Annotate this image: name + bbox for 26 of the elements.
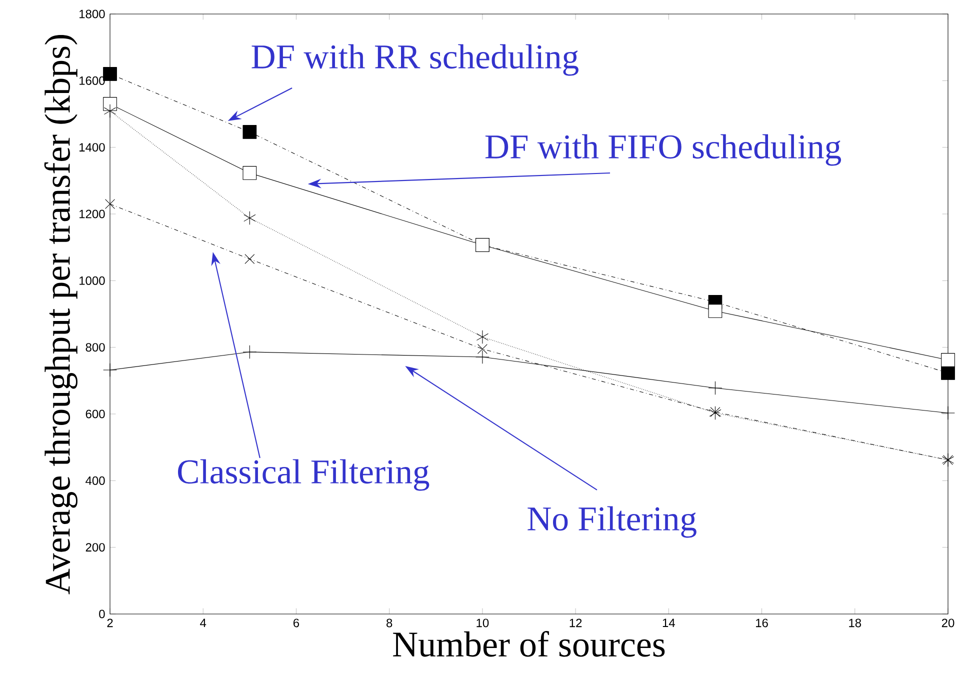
x-tick-label: 2 — [107, 618, 113, 628]
y-tick-label: 200 — [86, 543, 105, 552]
x-tick-label: 6 — [293, 618, 300, 628]
y-tick-label: 1400 — [80, 143, 105, 152]
x-axis-title: Number of sources — [393, 631, 665, 657]
y-tick-label: 400 — [86, 476, 105, 485]
x-tick-label: 8 — [386, 618, 392, 628]
annotation: No Filtering — [528, 506, 696, 538]
x-tick-label: 16 — [756, 618, 768, 628]
x-tick-label: 18 — [849, 618, 862, 628]
x-tick-label: 12 — [570, 618, 582, 628]
y-tick-label: 1600 — [80, 76, 105, 85]
y-tick-label: 0 — [99, 610, 105, 618]
x-tick-label: 4 — [200, 618, 206, 627]
y-tick-label: 1200 — [80, 210, 105, 218]
annotation: DF with FIFO scheduling — [485, 134, 842, 166]
y-tick-label: 600 — [86, 410, 105, 418]
y-tick-label: 1000 — [80, 276, 105, 285]
y-tick-label: 1800 — [80, 10, 105, 18]
x-tick-label: 20 — [942, 618, 954, 628]
annotation: DF with RR scheduling — [252, 44, 578, 76]
x-tick-label: 14 — [662, 618, 675, 627]
y-axis-title: Average throughput per transfer (kbps) — [44, 35, 78, 594]
annotation: Classical Filtering — [178, 459, 430, 491]
y-tick-label: 800 — [86, 343, 105, 352]
x-tick-label: 10 — [476, 618, 489, 628]
